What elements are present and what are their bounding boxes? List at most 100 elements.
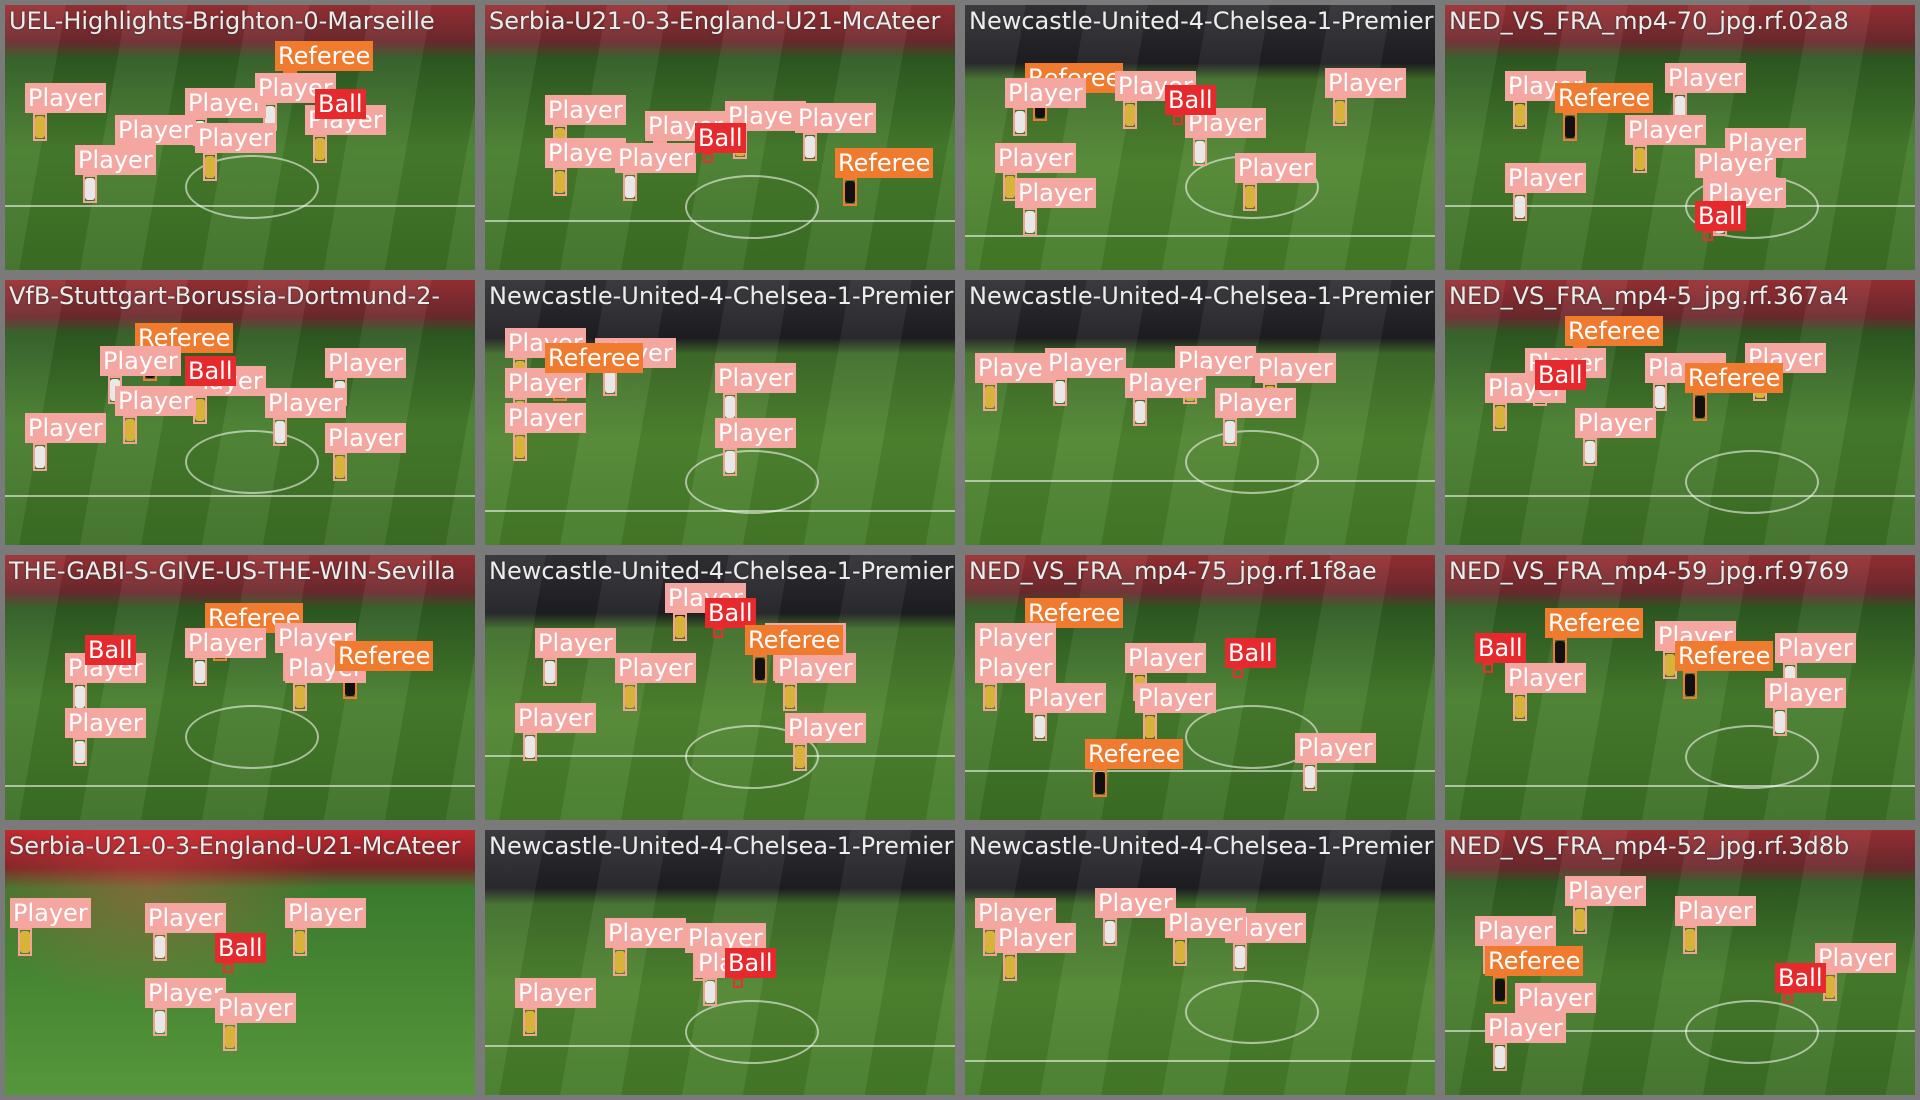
referee-bounding-box <box>753 655 767 683</box>
player-bounding-box <box>1243 183 1257 211</box>
player-bounding-box <box>803 133 817 161</box>
player-label: Player <box>1485 1013 1566 1043</box>
player-figure <box>335 456 345 478</box>
detection-tile: NED_VS_FRA_mp4-5_jpg.rf.367a4 Referee Play… <box>1440 275 1920 550</box>
player-label: Player <box>505 368 586 398</box>
ball-bounding-box <box>733 978 743 988</box>
player-bounding-box <box>1513 193 1527 221</box>
detection-tile: NED_VS_FRA_mp4-75_jpg.rf.1f8ae Referee Pla… <box>960 550 1440 825</box>
referee-label: Referee <box>745 625 844 655</box>
player-label: Player <box>1575 408 1656 438</box>
tile-caption: Newcastle-United-4-Chelsea-1-Premier <box>969 832 1434 860</box>
player-bounding-box <box>293 928 307 956</box>
player-figure <box>1495 406 1505 428</box>
pitch-line <box>485 510 955 512</box>
player-bounding-box <box>1333 98 1347 126</box>
player-bounding-box <box>1573 906 1587 934</box>
player-label: Player <box>975 353 1056 383</box>
player-figure <box>1675 96 1685 118</box>
player-bounding-box <box>1683 926 1697 954</box>
player-label: Player <box>100 346 181 376</box>
player-figure <box>1515 104 1525 126</box>
tile-caption: THE-GABI-S-GIVE-US-THE-WIN-Sevilla <box>9 557 456 585</box>
player-bounding-box <box>1223 418 1237 446</box>
player-figure <box>1225 421 1235 443</box>
player-figure <box>155 936 165 958</box>
player-bounding-box <box>33 113 47 141</box>
pitch-line <box>5 495 475 497</box>
player-label: Player <box>1095 888 1176 918</box>
player-label: Player <box>25 83 106 113</box>
detection-tile: Serbia-U21-0-3-England-U21-McAteer Player… <box>0 825 480 1100</box>
pitch-line <box>1445 205 1915 207</box>
player-figure <box>675 616 685 638</box>
player-figure <box>1175 941 1185 963</box>
tile-caption: Newcastle-United-4-Chelsea-1-Premier <box>489 282 954 310</box>
referee-figure <box>1565 116 1575 138</box>
player-label: Player <box>1765 678 1846 708</box>
player-label: Player <box>1325 68 1406 98</box>
player-bounding-box <box>1773 708 1787 736</box>
detection-tile: NED_VS_FRA_mp4-70_jpg.rf.02a8 Player Playe… <box>1440 0 1920 275</box>
tile-caption: Newcastle-United-4-Chelsea-1-Premier <box>969 282 1434 310</box>
player-figure <box>1665 654 1675 676</box>
player-label: Player <box>1175 346 1256 376</box>
player-figure <box>985 931 995 953</box>
player-label: Player <box>325 348 406 378</box>
player-figure <box>1515 696 1525 718</box>
player-bounding-box <box>18 928 32 956</box>
player-bounding-box <box>293 683 307 711</box>
player-label: Player <box>1235 153 1316 183</box>
player-figure <box>1305 766 1315 788</box>
ball-label: Ball <box>695 123 746 153</box>
player-bounding-box <box>673 613 687 641</box>
ball-label: Ball <box>705 598 756 628</box>
center-circle <box>185 155 319 219</box>
ball-label: Ball <box>215 933 266 963</box>
player-label: Player <box>25 413 106 443</box>
player-figure <box>725 396 735 418</box>
player-figure <box>20 931 30 953</box>
player-figure <box>195 399 205 421</box>
player-figure <box>1685 929 1695 951</box>
player-bounding-box <box>1033 713 1047 741</box>
ball-label: Ball <box>1695 201 1746 231</box>
player-label: Player <box>775 653 856 683</box>
ball-bounding-box <box>713 628 723 638</box>
player-figure <box>295 931 305 953</box>
player-label: Player <box>1565 876 1646 906</box>
referee-label: Referee <box>275 41 374 71</box>
player-label: Player <box>545 138 626 168</box>
player-bounding-box <box>553 168 567 196</box>
player-label: Player <box>785 713 866 743</box>
referee-bounding-box <box>1683 671 1697 699</box>
player-label: Player <box>325 423 406 453</box>
referee-figure <box>1685 674 1695 696</box>
ball-bounding-box <box>223 963 233 973</box>
player-bounding-box <box>783 683 797 711</box>
player-label: Player <box>115 115 196 145</box>
player-bounding-box <box>983 683 997 711</box>
player-bounding-box <box>1173 938 1187 966</box>
ball-label: Ball <box>725 948 776 978</box>
referee-label: Referee <box>1675 641 1774 671</box>
player-figure <box>155 1011 165 1033</box>
referee-figure <box>1695 396 1705 418</box>
player-figure <box>555 171 565 193</box>
referee-bounding-box <box>1563 113 1577 141</box>
player-figure <box>1785 666 1795 688</box>
player-bounding-box <box>523 733 537 761</box>
player-figure <box>1575 909 1585 931</box>
player-figure <box>1125 104 1135 126</box>
player-figure <box>1585 441 1595 463</box>
player-label: Player <box>975 623 1056 653</box>
referee-figure <box>1095 772 1105 794</box>
tile-caption: NED_VS_FRA_mp4-70_jpg.rf.02a8 <box>1449 7 1849 35</box>
referee-figure <box>755 658 765 680</box>
player-label: Player <box>995 143 1076 173</box>
player-figure <box>195 661 205 683</box>
ball-label: Ball <box>1535 360 1586 390</box>
player-label: Player <box>1135 683 1216 713</box>
referee-label: Referee <box>1555 83 1654 113</box>
player-figure <box>1515 196 1525 218</box>
